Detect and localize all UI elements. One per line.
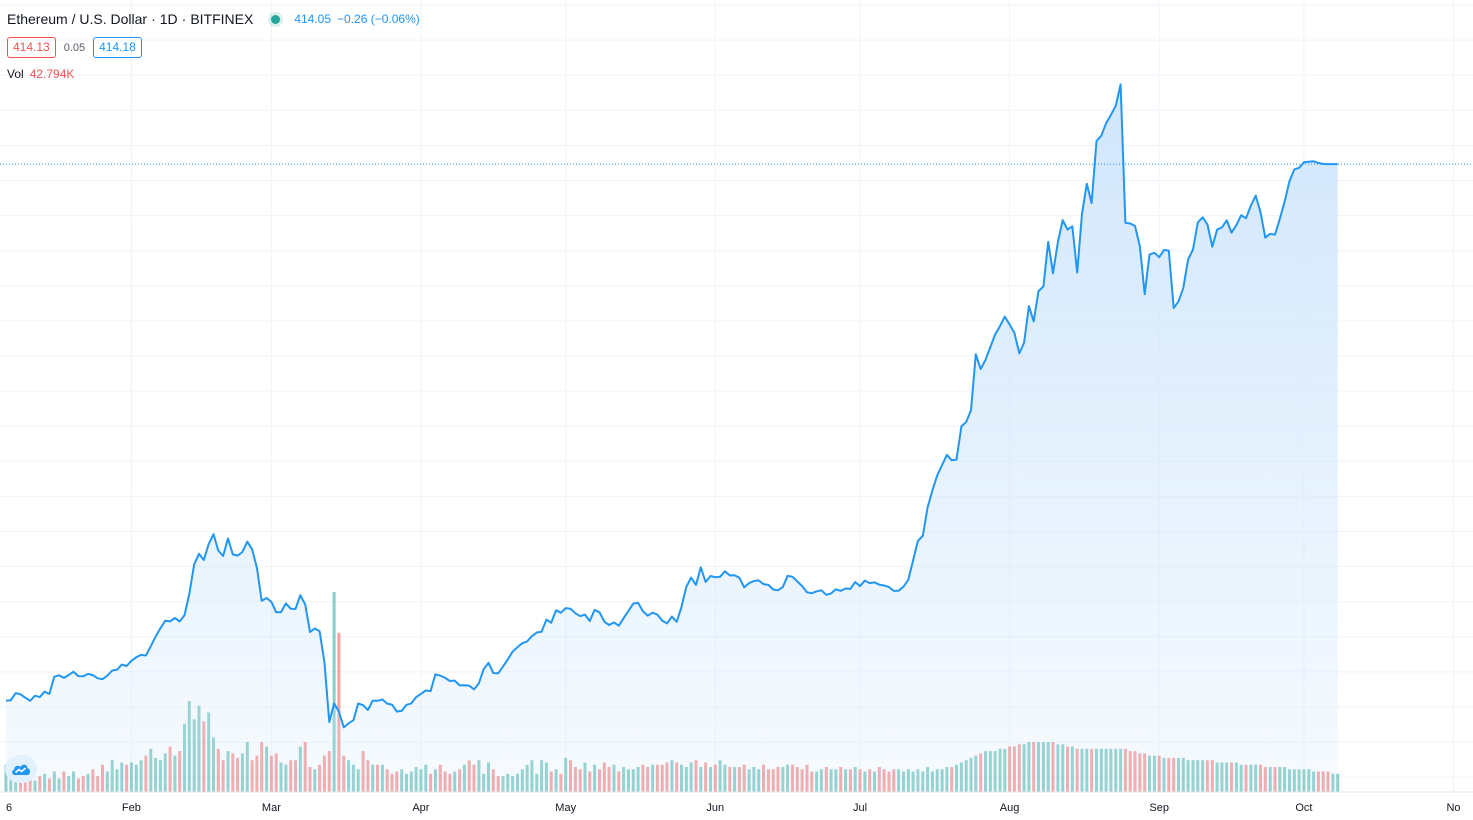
tradingview-logo-button[interactable] (5, 755, 37, 783)
last-price-value: 414.05 (294, 12, 332, 26)
symbol-name[interactable]: Ethereum / U.S. Dollar (7, 11, 148, 27)
bid-ask-quotes: 414.13 0.05 414.18 (7, 37, 142, 58)
price-area-fill (6, 84, 1338, 792)
legend-separator: · (151, 11, 156, 27)
interval-label: 1D (159, 11, 178, 27)
time-axis-tick-label: 6 (6, 802, 12, 814)
time-axis: 6 Feb Mar Apr May Jun Jul Aug Sep Oct No (6, 802, 1461, 814)
volume-bar (332, 592, 336, 792)
ask-price-button[interactable]: 414.18 (93, 37, 142, 58)
legend-separator: · (181, 11, 187, 27)
exchange-label: BITFINEX (190, 11, 254, 27)
time-axis-tick-label: Jun (706, 802, 724, 814)
price-change-value: −0.26 (−0.06%) (337, 12, 420, 26)
time-axis-tick-label: Feb (122, 802, 141, 814)
market-open-status-icon (271, 14, 281, 24)
time-axis-tick-label: Apr (412, 802, 429, 814)
time-axis-tick-label: No (1446, 802, 1460, 814)
symbol-legend: Ethereum / U.S. Dollar · 1D · BITFINEX 4… (7, 11, 420, 27)
time-axis-tick-label: Jul (853, 802, 867, 814)
time-axis-tick-label: Oct (1295, 802, 1312, 814)
time-axis-tick-label: Sep (1149, 802, 1169, 814)
volume-label: Vol (7, 67, 24, 81)
tradingview-cloud-icon (12, 764, 31, 775)
volume-value: 42.794K (29, 67, 75, 81)
spread-value: 0.05 (63, 41, 86, 54)
bid-price-button[interactable]: 414.13 (7, 37, 56, 58)
volume-legend: Vol 42.794K (7, 67, 74, 81)
time-axis-tick-label: May (555, 802, 576, 814)
price-line (5, 83, 1338, 729)
time-axis-tick-label: Mar (262, 802, 281, 814)
time-axis-tick-label: Aug (1000, 802, 1020, 814)
